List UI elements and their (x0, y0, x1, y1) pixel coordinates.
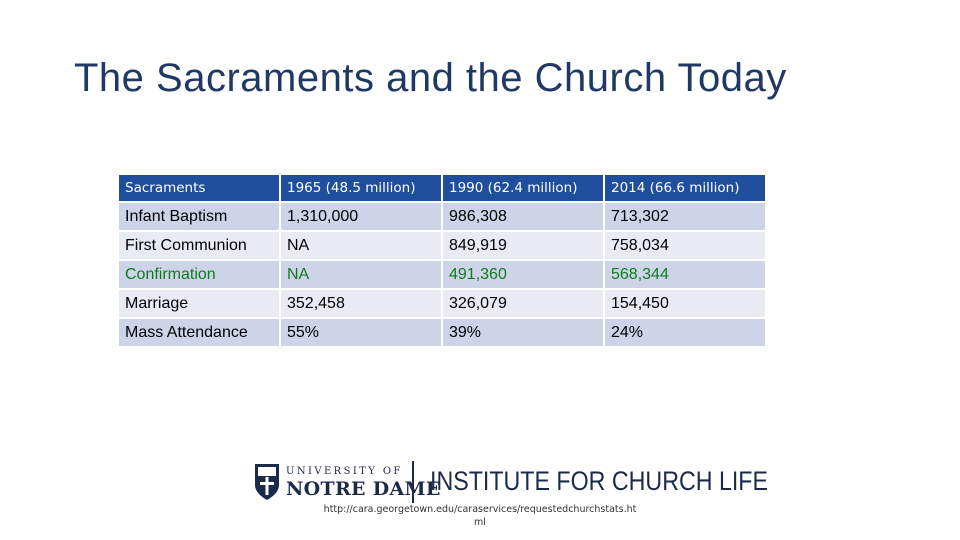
cell-1990: 491,360 (443, 261, 603, 288)
table-header-row: Sacraments 1965 (48.5 million) 1990 (62.… (119, 175, 765, 201)
cell-2014: 713,302 (605, 203, 765, 230)
institute-name: INSTITUTE FOR CHURCH LIFE (430, 466, 768, 496)
header-sacraments: Sacraments (119, 175, 279, 201)
table-row: Infant Baptism 1,310,000 986,308 713,302 (119, 203, 765, 230)
cell-2014: 758,034 (605, 232, 765, 259)
cell-1965: 55% (281, 319, 441, 346)
cell-1965: 352,458 (281, 290, 441, 317)
logo-divider (412, 461, 414, 503)
cell-1990: 326,079 (443, 290, 603, 317)
header-1965: 1965 (48.5 million) (281, 175, 441, 201)
header-1990: 1990 (62.4 million) (443, 175, 603, 201)
table-row: Marriage 352,458 326,079 154,450 (119, 290, 765, 317)
cell-1965: NA (281, 261, 441, 288)
cell-1990: 849,919 (443, 232, 603, 259)
university-name: NOTRE DAME (286, 478, 441, 500)
slide-title: The Sacraments and the Church Today (74, 56, 787, 100)
row-label: First Communion (119, 232, 279, 259)
cell-1965: 1,310,000 (281, 203, 441, 230)
table-row: First Communion NA 849,919 758,034 (119, 232, 765, 259)
row-label: Marriage (119, 290, 279, 317)
row-label: Confirmation (119, 261, 279, 288)
cell-2014: 24% (605, 319, 765, 346)
table-row: Confirmation NA 491,360 568,344 (119, 261, 765, 288)
row-label: Infant Baptism (119, 203, 279, 230)
cell-2014: 154,450 (605, 290, 765, 317)
cell-1965: NA (281, 232, 441, 259)
sacraments-table: Sacraments 1965 (48.5 million) 1990 (62.… (117, 173, 767, 348)
header-2014: 2014 (66.6 million) (605, 175, 765, 201)
table-row: Mass Attendance 55% 39% 24% (119, 319, 765, 346)
cell-2014: 568,344 (605, 261, 765, 288)
row-label: Mass Attendance (119, 319, 279, 346)
source-citation: http://cara.georgetown.edu/caraservices/… (323, 504, 637, 528)
university-line: UNIVERSITY OF (286, 466, 403, 477)
notre-dame-shield-icon (255, 464, 279, 500)
cell-1990: 39% (443, 319, 603, 346)
cell-1990: 986,308 (443, 203, 603, 230)
